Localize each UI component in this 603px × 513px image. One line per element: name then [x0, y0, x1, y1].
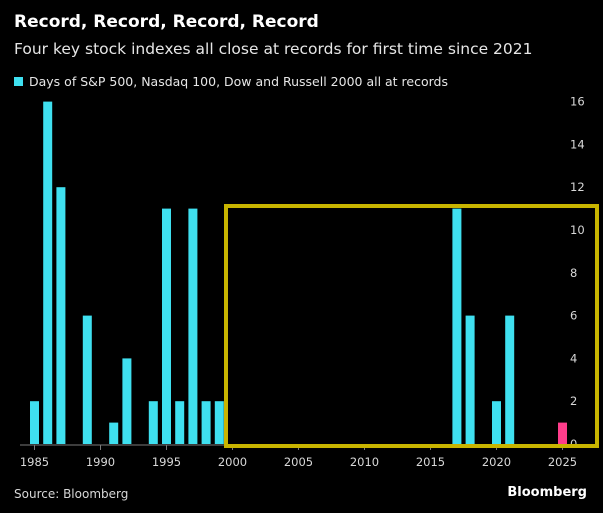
bar	[109, 422, 119, 444]
bar	[30, 401, 39, 444]
y-tick-label: 4	[570, 351, 577, 365]
y-tick-label: 14	[570, 137, 585, 151]
bar	[148, 401, 158, 444]
y-tick-label: 6	[570, 309, 577, 323]
highlight-box	[224, 204, 599, 448]
bar	[452, 208, 462, 444]
bar	[43, 101, 53, 444]
x-tick-label: 1990	[86, 455, 115, 469]
y-tick-label: 2	[570, 394, 577, 408]
x-tick-label: 1985	[20, 455, 49, 469]
brand-logo: Bloomberg	[507, 485, 587, 500]
bar	[56, 187, 66, 444]
x-tick-label: 2020	[482, 455, 511, 469]
x-tick-label: 2025	[548, 455, 577, 469]
bar	[82, 315, 92, 444]
chart-title: Record, Record, Record, Record	[14, 12, 319, 32]
bar	[465, 315, 475, 444]
bar	[201, 401, 211, 444]
legend-swatch	[14, 77, 23, 86]
x-tick-label: 2015	[416, 455, 445, 469]
bar	[188, 208, 198, 444]
y-tick-label: 8	[570, 266, 577, 280]
y-tick-label: 12	[570, 180, 585, 194]
x-tick-label: 2010	[350, 455, 379, 469]
x-tick-label: 2000	[218, 455, 247, 469]
bar	[214, 401, 224, 444]
source-note: Source: Bloomberg	[14, 487, 129, 501]
legend-label: Days of S&P 500, Nasdaq 100, Dow and Rus…	[29, 74, 449, 89]
y-tick-label: 10	[570, 223, 585, 237]
x-tick-label: 1995	[152, 455, 181, 469]
bar	[505, 315, 515, 444]
x-tick-label: 2005	[284, 455, 313, 469]
bar	[175, 401, 185, 444]
bar	[558, 422, 567, 444]
bar	[162, 208, 171, 444]
bar	[492, 401, 501, 444]
y-tick-label: 16	[570, 95, 585, 109]
bar	[122, 358, 132, 444]
chart-subtitle: Four key stock indexes all close at reco…	[14, 40, 533, 58]
legend: Days of S&P 500, Nasdaq 100, Dow and Rus…	[14, 74, 448, 89]
